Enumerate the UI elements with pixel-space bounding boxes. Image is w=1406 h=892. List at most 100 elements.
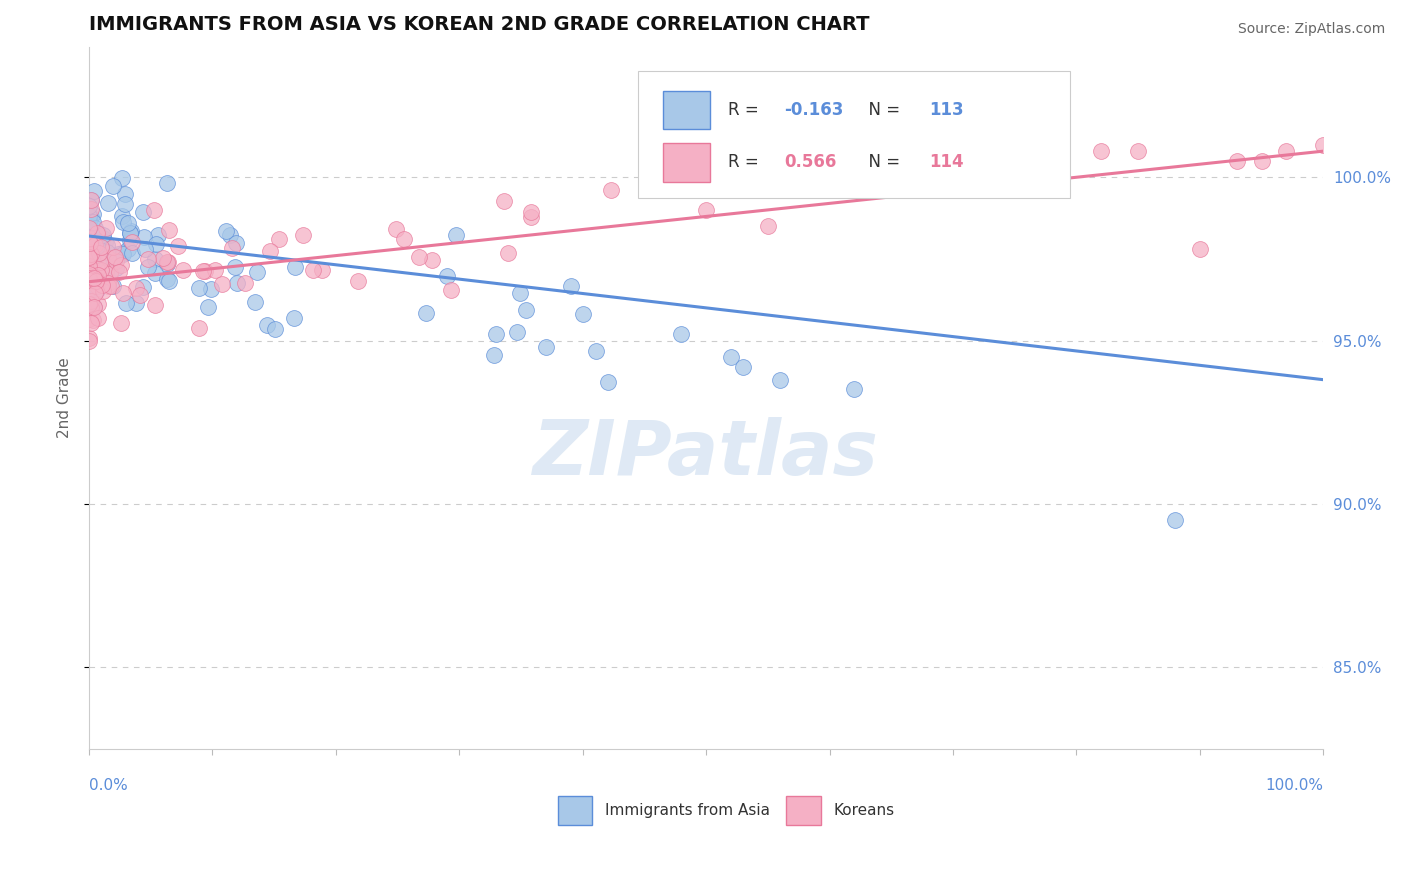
- Point: [84, 274, 107, 288]
- Point: [103, 240, 125, 254]
- Point: [1164, 513, 1187, 527]
- Text: ZIPatlas: ZIPatlas: [533, 417, 879, 491]
- Point: [134, 229, 156, 244]
- Point: [91, 270, 114, 285]
- Point: [256, 318, 278, 332]
- Text: R =: R =: [728, 153, 765, 171]
- Point: [84, 234, 107, 248]
- Point: [193, 264, 215, 278]
- Point: [87, 268, 110, 282]
- Point: [77, 267, 100, 281]
- Point: [200, 282, 222, 296]
- Point: [105, 254, 128, 268]
- Point: [204, 262, 226, 277]
- Point: [79, 236, 101, 251]
- Point: [103, 248, 125, 262]
- Point: [121, 245, 143, 260]
- Point: [224, 260, 246, 274]
- Point: [91, 230, 114, 244]
- Point: [756, 219, 779, 234]
- Point: [188, 280, 211, 294]
- Point: [82, 252, 104, 266]
- Point: [80, 239, 103, 253]
- Point: [143, 298, 166, 312]
- Point: [77, 220, 100, 235]
- Point: [509, 285, 531, 300]
- Point: [571, 307, 593, 321]
- Point: [90, 263, 112, 277]
- Point: [110, 316, 132, 330]
- Point: [82, 207, 104, 221]
- Point: [436, 269, 458, 284]
- Point: [111, 215, 134, 229]
- Point: [77, 199, 100, 213]
- Point: [385, 222, 408, 236]
- Point: [110, 258, 132, 272]
- Point: [86, 283, 108, 297]
- Text: -0.163: -0.163: [783, 101, 844, 119]
- Point: [80, 194, 103, 208]
- Text: Koreans: Koreans: [834, 803, 894, 818]
- Point: [482, 348, 505, 362]
- Point: [246, 265, 269, 279]
- Point: [844, 383, 866, 397]
- Point: [86, 226, 108, 240]
- Point: [515, 303, 537, 318]
- Point: [1312, 137, 1334, 152]
- Point: [392, 231, 415, 245]
- Text: N =: N =: [858, 101, 905, 119]
- Bar: [558, 796, 592, 825]
- Point: [83, 220, 105, 235]
- Point: [84, 268, 107, 283]
- Point: [117, 216, 139, 230]
- Point: [942, 177, 965, 191]
- Point: [1004, 163, 1026, 178]
- Point: [120, 226, 142, 240]
- Point: [120, 227, 142, 241]
- Point: [733, 359, 755, 374]
- Point: [136, 252, 159, 267]
- Point: [120, 224, 142, 238]
- Point: [408, 250, 430, 264]
- Point: [818, 177, 841, 191]
- Point: [77, 254, 100, 268]
- Point: [82, 274, 104, 288]
- Point: [98, 266, 121, 280]
- Point: [311, 263, 333, 277]
- Point: [101, 252, 124, 267]
- Point: [87, 274, 110, 288]
- Point: [82, 215, 104, 229]
- Point: [111, 245, 134, 260]
- Point: [77, 270, 100, 285]
- Point: [211, 277, 233, 292]
- Point: [79, 257, 101, 271]
- Point: [506, 325, 529, 339]
- Point: [172, 263, 194, 277]
- Point: [534, 340, 557, 354]
- Point: [83, 185, 105, 199]
- Point: [77, 273, 100, 287]
- Point: [111, 209, 134, 223]
- Point: [83, 238, 105, 252]
- Point: [769, 373, 792, 387]
- Text: 0.0%: 0.0%: [89, 778, 128, 793]
- Point: [77, 219, 100, 234]
- Point: [79, 234, 101, 248]
- Point: [132, 279, 155, 293]
- Point: [77, 268, 100, 282]
- Point: [97, 276, 120, 290]
- Point: [77, 312, 100, 326]
- Bar: [662, 144, 710, 182]
- Point: [96, 237, 118, 252]
- Point: [132, 205, 155, 219]
- Point: [91, 277, 114, 292]
- Point: [77, 245, 100, 260]
- Point: [77, 331, 100, 345]
- FancyBboxPatch shape: [638, 71, 1070, 198]
- Point: [87, 226, 110, 240]
- Point: [519, 205, 541, 219]
- Point: [80, 301, 103, 315]
- Text: IMMIGRANTS FROM ASIA VS KOREAN 2ND GRADE CORRELATION CHART: IMMIGRANTS FROM ASIA VS KOREAN 2ND GRADE…: [89, 15, 869, 34]
- Point: [82, 272, 104, 286]
- Point: [100, 278, 122, 293]
